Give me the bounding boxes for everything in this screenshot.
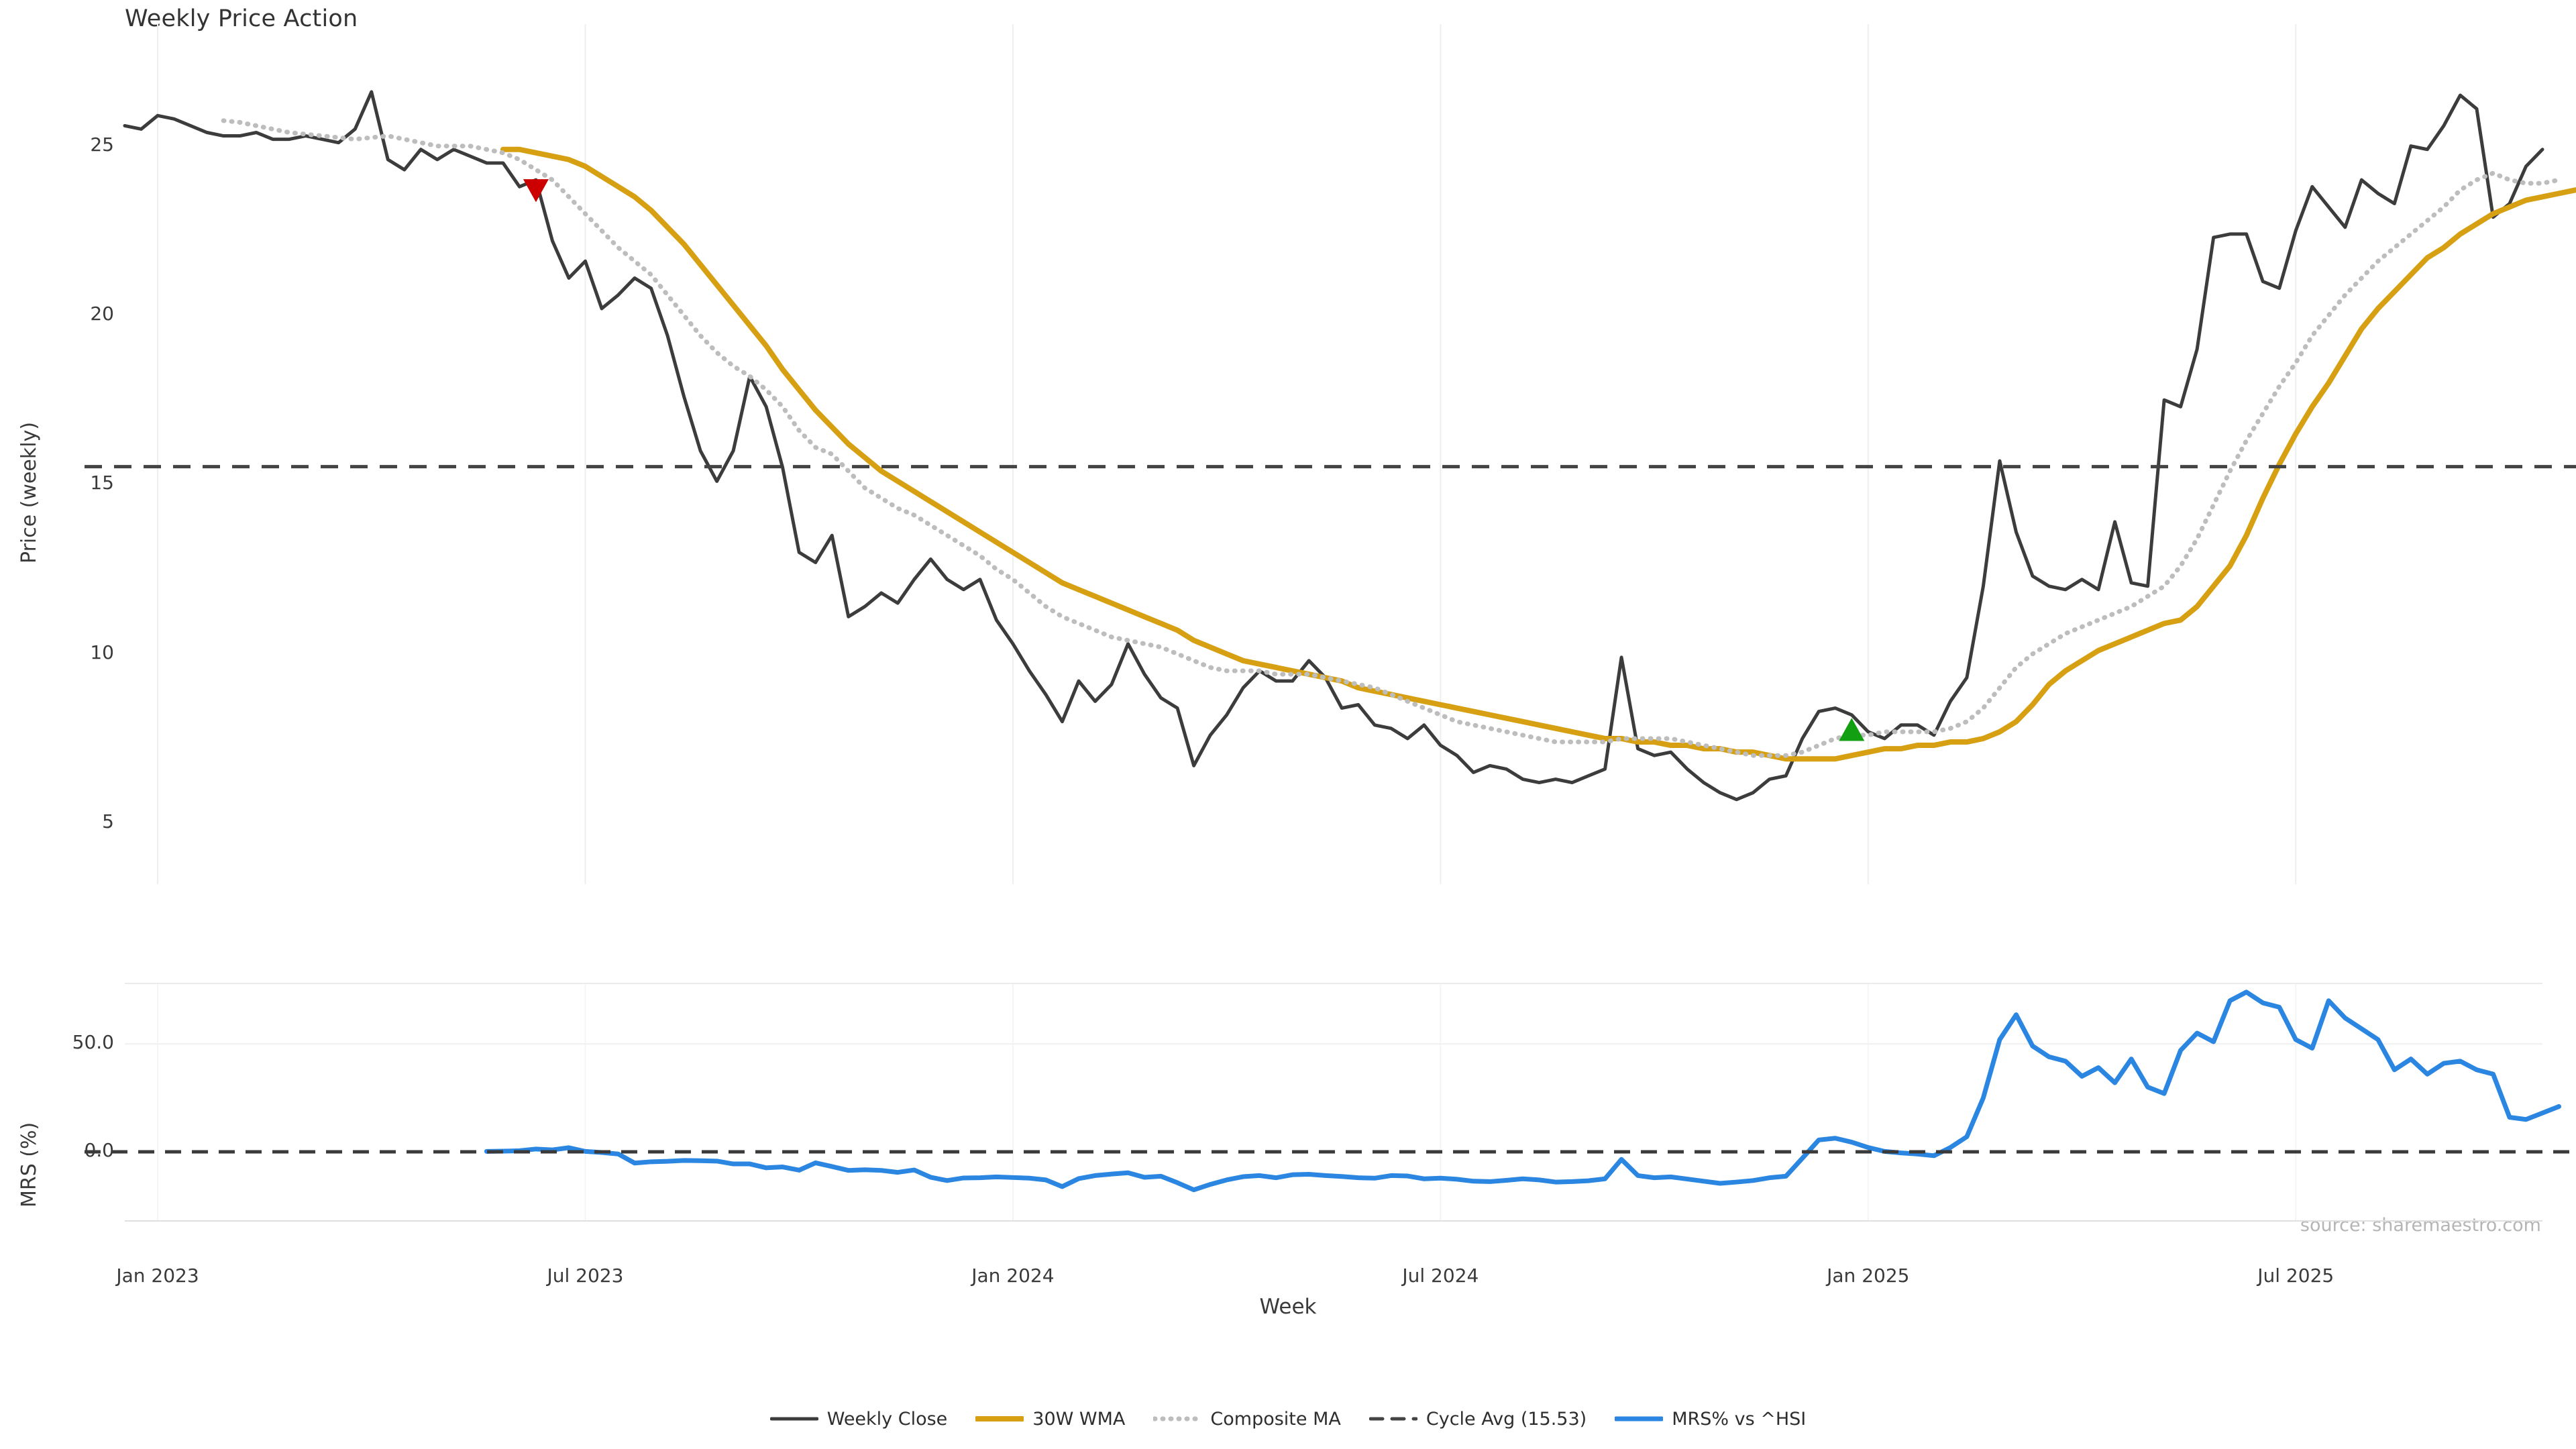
- legend-item[interactable]: 30W WMA: [975, 1409, 1125, 1430]
- x-tick: Jan 2025: [1827, 1265, 1910, 1287]
- mrs-y-tick: 50.0: [72, 1031, 114, 1054]
- buy-signal-marker: [1839, 718, 1865, 741]
- legend-swatch-dotted-icon: [1153, 1416, 1202, 1421]
- price-y-tick: 20: [90, 303, 114, 325]
- mrs-y-tick: 0.0: [84, 1139, 114, 1162]
- x-tick: Jan 2023: [116, 1265, 199, 1287]
- legend-label: Weekly Close: [826, 1408, 948, 1430]
- price-y-tick: 15: [90, 472, 114, 494]
- price-y-tick: 5: [102, 810, 114, 833]
- source-watermark: source: sharemaestro.com: [2300, 1215, 2541, 1236]
- page-title: Weekly Price Action: [125, 5, 358, 32]
- series-mrs-vs-hsi: [484, 989, 2562, 1193]
- x-tick: Jul 2024: [1402, 1265, 1479, 1287]
- x-tick: Jan 2024: [971, 1265, 1055, 1287]
- x-axis-label: Week: [1259, 1295, 1317, 1319]
- series-30w-wma: [500, 146, 2576, 762]
- series-composite-ma: [221, 118, 2562, 758]
- x-tick: Jul 2023: [547, 1265, 624, 1287]
- price-y-tick: 10: [90, 641, 114, 663]
- legend-swatch-solid-icon: [1615, 1416, 1664, 1421]
- legend-label: Composite MA: [1210, 1408, 1341, 1430]
- legend-item[interactable]: Cycle Avg (15.53): [1368, 1408, 1587, 1430]
- legend-label: Cycle Avg (15.53): [1426, 1408, 1587, 1430]
- legend-swatch-solid-icon: [769, 1417, 818, 1421]
- sell-signal-marker: [523, 179, 549, 203]
- series-weekly-close: [123, 90, 2544, 802]
- x-tick: Jul 2025: [2257, 1265, 2334, 1287]
- legend-swatch-solid-icon: [975, 1416, 1024, 1421]
- chart-legend: Weekly Close 30W WMA Composite MA Cycle Avg…: [0, 1399, 2576, 1439]
- legend-item[interactable]: MRS% vs ^HSI: [1615, 1409, 1806, 1430]
- legend-label: 30W WMA: [1032, 1408, 1126, 1430]
- legend-item[interactable]: Weekly Close: [769, 1408, 948, 1430]
- price-y-tick: 25: [90, 133, 114, 156]
- legend-item[interactable]: Composite MA: [1153, 1408, 1341, 1430]
- legend-label: MRS% vs ^HSI: [1672, 1408, 1807, 1430]
- legend-swatch-dashed-icon: [1368, 1417, 1417, 1421]
